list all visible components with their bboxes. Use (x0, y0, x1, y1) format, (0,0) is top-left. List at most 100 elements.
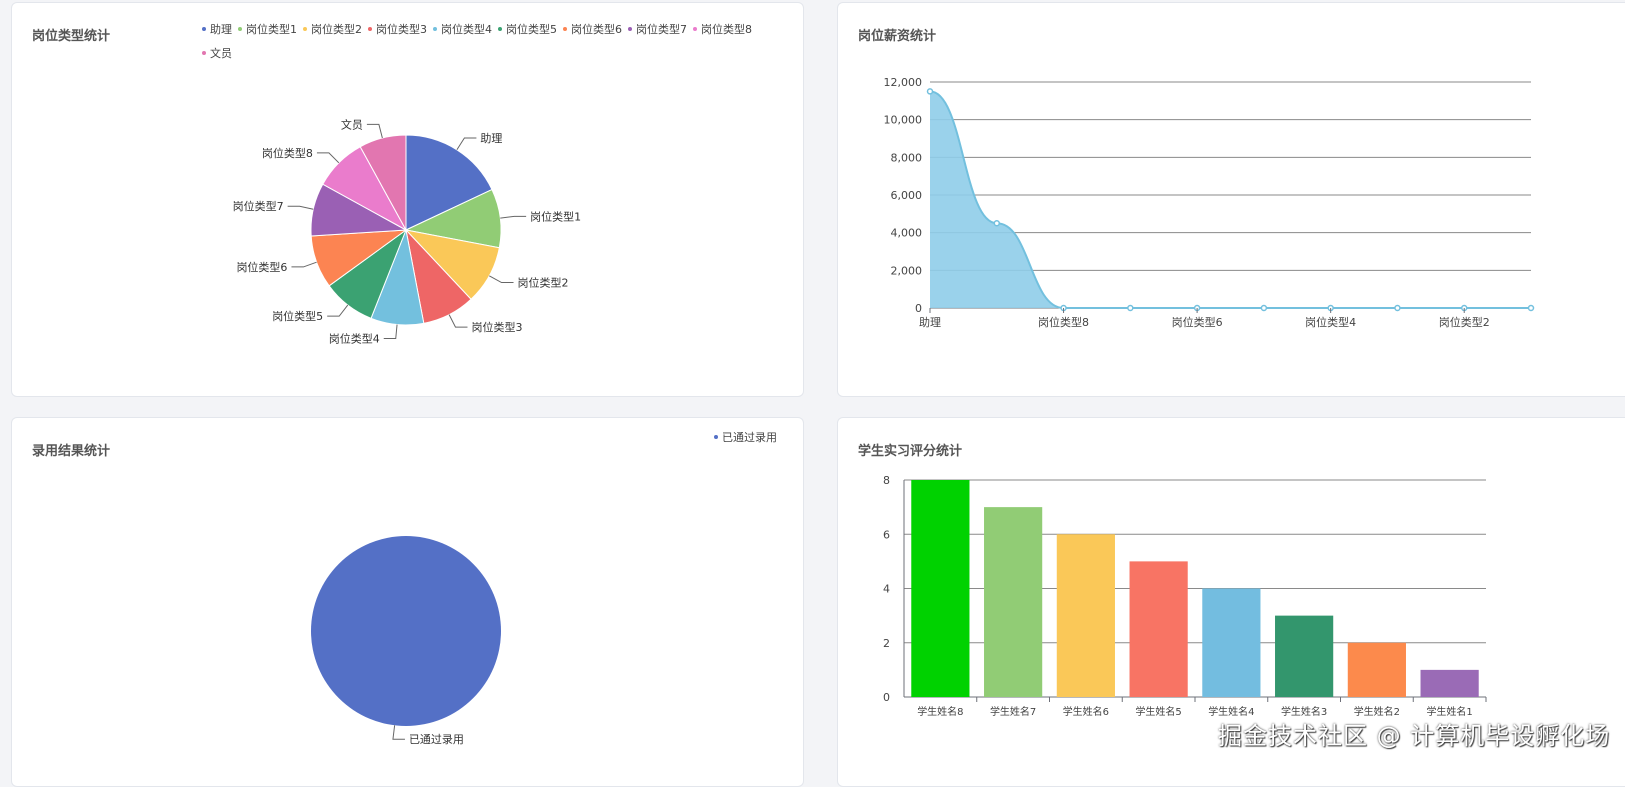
intern-score-bar-chart: 0 2 4 6 8 学生姓名8 学生姓名7 学生姓名6 学生姓名5 学生姓名4 学生姓名3 学生姓名2… (883, 474, 1487, 718)
legend-label: 岗位类型2 (311, 23, 362, 36)
x-tick-label: 岗位类型8 (1038, 315, 1089, 329)
data-point (1394, 304, 1401, 312)
data-point (926, 88, 934, 95)
legend-label: 岗位类型8 (701, 23, 752, 36)
pie-label-line (316, 152, 340, 164)
pie-label: 岗位类型5 (272, 309, 323, 323)
legend-dot-icon (693, 27, 697, 31)
pie-label-line (287, 205, 314, 210)
job-type-card: 岗位类型统计 助理 岗位类型1 岗位类型2 岗位类型3 岗位类型4 岗位类型5 岗位类型6 岗… (11, 2, 804, 397)
pie-label: 岗位类型8 (262, 146, 313, 160)
legend-label: 文员 (210, 47, 232, 60)
pie-label: 文员 (341, 117, 363, 131)
legend-dot-icon (714, 435, 718, 439)
y-tick-label: 2 (883, 637, 890, 650)
legend-dot-icon (238, 27, 242, 31)
salary-card: 岗位薪资统计 0 2,000 4,000 6,000 8,000 10,000 12,000… (837, 2, 1625, 397)
hire-result-card: 录用结果统计 已通过录用 已通过录用 (11, 417, 804, 787)
legend-dot-icon (202, 51, 206, 55)
legend-item[interactable]: 岗位类型4 (433, 18, 492, 42)
y-tick-label: 4,000 (891, 227, 923, 240)
legend-item[interactable]: 文员 (202, 42, 232, 66)
pie-label-line (500, 215, 527, 219)
watermark-text: 掘金技术社区 @ 计算机毕设孵化场 (1218, 722, 1611, 750)
pie-label: 助理 (480, 131, 502, 145)
pie-label: 已通过录用 (409, 733, 464, 746)
hire-result-pie-chart: 已通过录用 (311, 536, 501, 746)
legend-label: 岗位类型1 (246, 23, 297, 36)
legend-dot-icon (303, 27, 307, 31)
legend-label: 岗位类型5 (506, 23, 557, 36)
intern-score-card: 学生实习评分统计 0 2 4 6 8 学生姓名8 学生姓名7 学生姓名6 学生姓名5 学生姓名4 学… (837, 417, 1625, 787)
salary-area-chart: 0 2,000 4,000 6,000 8,000 10,000 12,000 助理 岗位类型8… (884, 76, 1535, 329)
x-tick-label: 助理 (919, 315, 941, 329)
legend-item[interactable]: 岗位类型3 (368, 18, 427, 42)
salary-title: 岗位薪资统计 (858, 29, 937, 44)
data-point (1527, 304, 1535, 312)
pie-label-line (383, 324, 398, 340)
legend-item[interactable]: 岗位类型2 (303, 18, 362, 42)
legend-dot-icon (368, 27, 372, 31)
hire-result-legend: 已通过录用 (714, 426, 783, 450)
bar (1202, 588, 1261, 697)
legend-dot-icon (628, 27, 632, 31)
x-tick-label: 学生姓名4 (1208, 705, 1254, 718)
y-tick-label: 0 (883, 691, 890, 704)
legend-dot-icon (498, 27, 502, 31)
pie-label-line (489, 275, 514, 284)
y-tick-label: 0 (915, 302, 922, 315)
legend-label: 已通过录用 (722, 431, 777, 444)
legend-item[interactable]: 助理 (202, 18, 232, 42)
pie-label-line (456, 137, 477, 151)
legend-dot-icon (202, 27, 206, 31)
hire-result-title: 录用结果统计 (32, 444, 111, 459)
legend-item[interactable]: 已通过录用 (714, 426, 777, 450)
x-tick-label: 学生姓名3 (1281, 705, 1327, 718)
legend-dot-icon (563, 27, 567, 31)
bar (1275, 615, 1334, 697)
y-tick-label: 6 (883, 528, 890, 541)
legend-label: 岗位类型3 (376, 23, 427, 36)
x-tick-label: 学生姓名1 (1426, 705, 1472, 718)
legend-label: 岗位类型4 (441, 23, 492, 36)
pie-label: 岗位类型4 (329, 332, 380, 346)
pie-label-line (327, 304, 349, 317)
x-tick-label: 学生姓名5 (1135, 705, 1181, 718)
y-tick-label: 12,000 (884, 76, 923, 89)
legend-item[interactable]: 岗位类型7 (628, 18, 687, 42)
x-tick-label: 学生姓名7 (990, 705, 1036, 718)
pie-label: 岗位类型3 (471, 320, 522, 334)
bar (1129, 561, 1188, 697)
bar (1347, 642, 1406, 697)
pie-label-line (366, 123, 383, 139)
y-tick-label: 10,000 (884, 114, 923, 127)
x-tick-label: 岗位类型4 (1305, 315, 1356, 329)
data-point (993, 220, 1001, 227)
x-tick-label: 学生姓名8 (917, 705, 963, 718)
x-tick-label: 学生姓名6 (1063, 705, 1109, 718)
pie-label-line (392, 725, 405, 740)
data-point (1260, 304, 1268, 312)
pie-label: 岗位类型7 (233, 199, 284, 213)
legend-item[interactable]: 岗位类型5 (498, 18, 557, 42)
legend-item[interactable]: 岗位类型8 (693, 18, 752, 42)
bar (911, 480, 970, 697)
pie-label-line (448, 314, 468, 328)
data-point (1127, 304, 1134, 312)
legend-item[interactable]: 岗位类型1 (238, 18, 297, 42)
x-tick-label: 学生姓名2 (1354, 705, 1400, 718)
bar (1420, 669, 1479, 697)
legend-label: 助理 (210, 23, 232, 36)
x-tick-label: 岗位类型6 (1172, 315, 1223, 329)
y-tick-label: 4 (883, 583, 890, 596)
intern-score-title: 学生实习评分统计 (858, 444, 963, 459)
y-tick-label: 6,000 (891, 189, 923, 202)
y-tick-label: 2,000 (891, 264, 923, 277)
legend-item[interactable]: 岗位类型6 (563, 18, 622, 42)
y-tick-label: 8 (883, 474, 890, 487)
pie-label: 岗位类型1 (530, 209, 581, 223)
x-tick-label: 岗位类型2 (1439, 315, 1490, 329)
pie-label: 岗位类型2 (518, 276, 569, 290)
y-tick-label: 8,000 (891, 151, 923, 164)
